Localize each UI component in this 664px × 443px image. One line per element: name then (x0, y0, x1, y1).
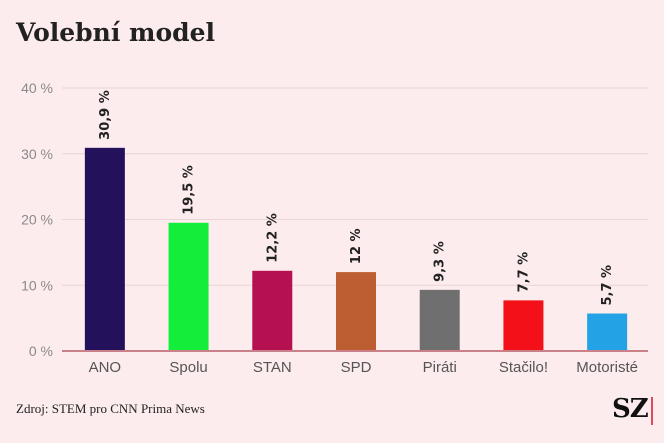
category-label: STAN (253, 359, 292, 376)
bar-value-label: 19,5 % (182, 165, 197, 215)
category-label: SPD (341, 359, 372, 376)
bar (419, 289, 460, 351)
bar-value-label: 7,7 % (516, 252, 531, 293)
publisher-logo: SZ (612, 394, 649, 424)
chart-title: Volební model (16, 18, 216, 47)
bar (252, 270, 293, 351)
data-labels: 30,9 % 19,5 % 12,2 % 12 % 9,3 % 7,7 % 5,7 % (98, 90, 615, 305)
y-tick-label: 20 % (21, 212, 53, 228)
bar (587, 313, 628, 351)
y-tick-label: 30 % (21, 146, 53, 162)
gridlines (62, 87, 648, 286)
category-label: ANO (89, 359, 122, 376)
category-label: Motoristé (576, 359, 638, 376)
bar-value-label: 12,2 % (265, 213, 280, 263)
bar-value-label: 30,9 % (98, 90, 113, 140)
y-tick-label: 0 % (29, 343, 53, 359)
bar-value-label: 5,7 % (600, 265, 615, 306)
bar-value-label: 9,3 % (433, 241, 448, 282)
bar (84, 147, 125, 351)
bar-value-label: 12 % (349, 228, 364, 264)
y-tick-label: 10 % (21, 277, 53, 293)
bar (168, 222, 209, 351)
bars (84, 147, 628, 351)
x-axis-categories: ANO Spolu STAN SPD Piráti Stačilo! Motoristé (89, 359, 638, 376)
category-label: Piráti (423, 359, 457, 376)
bar (503, 300, 544, 351)
bar (336, 272, 376, 351)
y-tick-label: 40 % (21, 80, 53, 96)
category-label: Spolu (169, 359, 207, 376)
logo-accent-bar (651, 397, 653, 425)
category-label: Stačilo! (499, 359, 548, 376)
y-axis-ticks: 0 % 10 % 20 % 30 % 40 % (21, 80, 53, 359)
source-note: Zdroj: STEM pro CNN Prima News (16, 401, 205, 416)
